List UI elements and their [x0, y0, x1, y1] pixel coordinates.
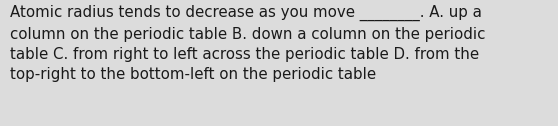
Text: Atomic radius tends to decrease as you move ________. A. up a
column on the peri: Atomic radius tends to decrease as you m… — [10, 5, 485, 82]
